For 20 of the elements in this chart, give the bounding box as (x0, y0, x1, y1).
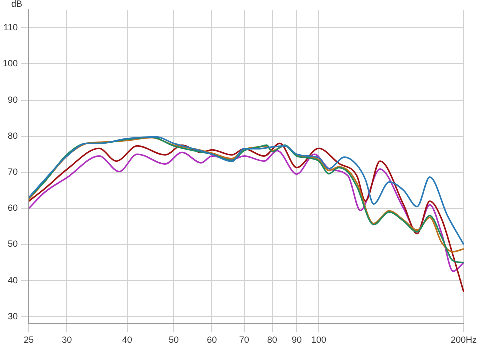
x-tick-label: 50 (169, 335, 180, 346)
x-tick-label: 200Hz (450, 335, 478, 346)
x-tick-label: 25 (24, 335, 34, 346)
x-tick-label: 90 (292, 335, 302, 346)
x-tick-label: 30 (62, 335, 72, 346)
y-tick-label: 90 (8, 94, 18, 105)
y-tick-label: 60 (8, 203, 18, 214)
y-tick-label: 110 (4, 22, 18, 33)
x-tick-label: 70 (239, 335, 250, 346)
y-tick-label: 50 (8, 239, 18, 250)
y-tick-label: 100 (2, 58, 18, 69)
y-tick-label: 40 (8, 275, 18, 286)
y-tick-label: 30 (8, 311, 18, 322)
x-tick-label: 100 (311, 335, 327, 346)
y-tick-label: 80 (8, 130, 18, 141)
y-axis-title: dB (12, 0, 23, 9)
x-tick-label: 40 (122, 335, 132, 346)
x-tick-label: 60 (207, 335, 218, 346)
x-tick-label: 80 (267, 335, 278, 346)
y-tick-label: 70 (8, 167, 18, 177)
